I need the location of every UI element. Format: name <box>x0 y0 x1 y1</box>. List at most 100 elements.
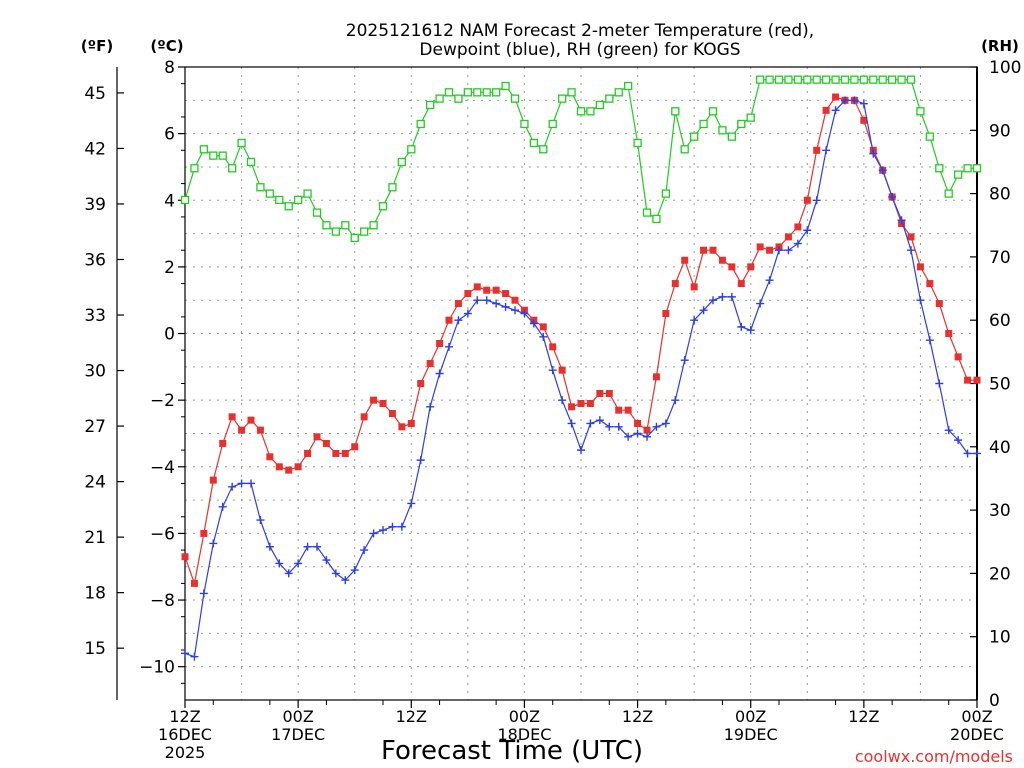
dewpoint-point <box>322 556 331 565</box>
x-tick-label: 16DEC <box>158 725 212 744</box>
temperature-point <box>860 116 868 124</box>
rh-point <box>652 214 661 224</box>
temperature-point <box>596 389 604 397</box>
temperature-point <box>360 413 368 421</box>
x-tick-label: 00Z <box>961 707 992 726</box>
x-tick-label: 19DEC <box>724 725 778 744</box>
temperature-point <box>709 246 717 254</box>
rh-tick-label: 20 <box>989 564 1011 584</box>
temperature-point <box>502 290 510 298</box>
rh-point <box>331 227 341 236</box>
temperature-point <box>473 283 481 291</box>
dewpoint-point <box>935 379 944 388</box>
dewpoint-point <box>369 529 378 538</box>
temperature-point <box>304 449 312 457</box>
temperature-point <box>483 286 491 294</box>
rh-point <box>614 88 623 97</box>
x-tick-label: 00Z <box>509 707 540 726</box>
rh-point <box>293 195 303 205</box>
dewpoint-point <box>605 422 614 431</box>
celsius-tick-label: −8 <box>150 591 175 611</box>
temperature-point <box>681 256 689 264</box>
temperature-point <box>549 343 557 351</box>
temperature-point <box>370 396 378 404</box>
temperature-point <box>747 263 755 271</box>
temperature-point <box>379 399 387 407</box>
x-tick-label: 12Z <box>848 707 879 726</box>
temperature-point <box>464 290 472 298</box>
fahrenheit-tick-label: 33 <box>84 306 106 326</box>
dewpoint-point <box>331 569 340 578</box>
fahrenheit-tick-label: 42 <box>84 139 106 159</box>
temperature-point <box>341 449 349 457</box>
temperature-point <box>417 380 425 387</box>
rh-point <box>737 119 746 129</box>
rh-point <box>491 88 501 97</box>
temperature-point <box>558 366 566 374</box>
temperature-point <box>200 529 208 537</box>
temperature-point <box>794 223 802 231</box>
rh-point <box>463 88 473 97</box>
dewpoint-point <box>661 419 670 428</box>
temperature-point <box>784 233 792 241</box>
temperature-point <box>803 196 811 204</box>
rh-point <box>972 164 982 173</box>
fahrenheit-tick-label: 30 <box>84 362 106 382</box>
x-tick-label: 2025 <box>165 743 206 762</box>
dewpoint-point <box>680 356 689 365</box>
rh-point <box>246 157 256 167</box>
dewpoint-point <box>247 479 255 488</box>
dewpoint-point <box>595 416 604 425</box>
rh-point <box>341 221 350 230</box>
dewpoint-point <box>473 296 482 305</box>
dewpoint-point <box>822 146 831 155</box>
dewpoint-point <box>925 336 934 345</box>
temperature-point <box>539 323 547 331</box>
rh-point <box>407 145 416 154</box>
rh-point <box>708 107 718 116</box>
rh-point <box>180 195 190 205</box>
celsius-tick-label: 6 <box>164 125 175 145</box>
temperature-point <box>275 463 283 471</box>
dewpoint-point <box>831 106 840 115</box>
temperature-point <box>445 316 453 324</box>
dewpoint-point <box>916 296 925 305</box>
dewpoint-point <box>888 192 897 201</box>
temperature-point <box>209 476 217 484</box>
rh-point <box>520 119 529 129</box>
rh-point <box>633 138 642 148</box>
rh-point <box>435 94 444 103</box>
dewpoint-point <box>803 226 812 235</box>
rh-point <box>501 81 510 91</box>
temperature-point <box>907 233 915 241</box>
dewpoint-point <box>633 429 642 438</box>
dewpoint-point <box>181 649 189 658</box>
rh-point <box>963 164 972 173</box>
rh-point <box>350 233 359 243</box>
fahrenheit-tick-label: 18 <box>84 584 106 604</box>
dewpoint-point <box>454 316 463 325</box>
dewpoint-point <box>718 292 727 301</box>
rh-point <box>831 75 840 84</box>
temperature-point <box>398 423 406 431</box>
x-tick-label: 18DEC <box>497 725 551 744</box>
dewpoint-point <box>973 449 981 458</box>
dewpoint-point <box>350 566 359 575</box>
temperature-point <box>624 406 632 414</box>
dewpoint-point <box>765 276 774 285</box>
dewpoint-point <box>709 296 717 305</box>
dewpoint-point <box>841 96 849 105</box>
rh-point <box>576 107 586 116</box>
rh-units-label: (RH) <box>981 37 1019 55</box>
dewpoint-point <box>671 396 680 405</box>
temperature-point <box>228 413 236 421</box>
rh-point <box>897 75 906 84</box>
dewpoint-point <box>228 482 237 491</box>
rh-point <box>256 183 265 192</box>
rh-point <box>765 75 774 84</box>
x-tick-label: 17DEC <box>271 725 325 744</box>
dewpoint-point <box>558 396 567 405</box>
dewpoint-point <box>756 299 765 308</box>
rh-tick-label: 40 <box>989 438 1011 458</box>
rh-point <box>623 81 633 91</box>
